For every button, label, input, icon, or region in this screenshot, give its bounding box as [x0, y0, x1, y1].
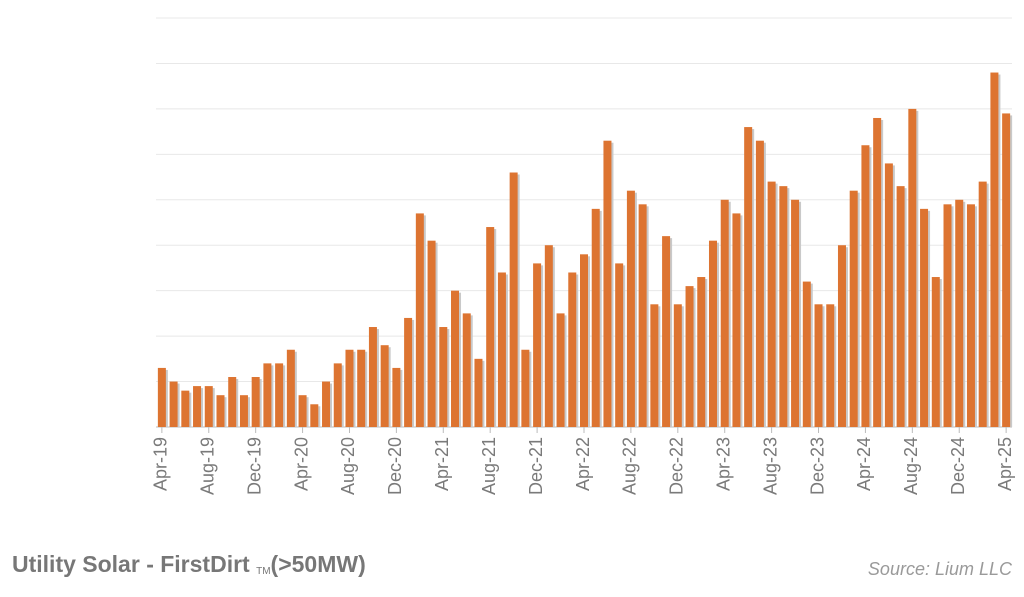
bar	[603, 140, 612, 427]
bar	[767, 181, 776, 427]
bar	[1002, 113, 1011, 427]
bar	[884, 163, 893, 427]
bar	[697, 277, 706, 427]
bar	[427, 240, 436, 427]
bar	[990, 72, 999, 428]
bar	[826, 304, 835, 427]
bar	[169, 381, 178, 427]
bar	[849, 190, 858, 427]
bar	[239, 395, 248, 427]
bar	[310, 404, 319, 427]
bar	[580, 254, 588, 427]
x-tick-label: Aug-23	[760, 437, 780, 495]
bar	[568, 272, 577, 427]
x-tick-label: Apr-23	[713, 437, 733, 491]
bar	[744, 127, 753, 428]
x-tick-label: Apr-22	[573, 437, 593, 491]
bar	[228, 377, 237, 427]
bar	[544, 245, 553, 427]
x-tick-label: Dec-20	[385, 437, 405, 495]
bar	[275, 363, 284, 427]
bar	[462, 313, 471, 427]
x-tick-label: Dec-21	[526, 437, 546, 495]
bar	[978, 181, 987, 427]
bar	[650, 304, 659, 427]
x-tick-label: Aug-24	[901, 437, 921, 495]
bar	[896, 186, 905, 427]
bar	[662, 236, 671, 427]
x-tick-label: Apr-24	[854, 437, 874, 491]
bar	[345, 349, 354, 427]
x-tick-label: Aug-20	[338, 437, 358, 495]
bar	[533, 263, 542, 427]
bar	[286, 349, 295, 427]
bar	[955, 199, 964, 427]
bar	[861, 145, 870, 427]
bar	[873, 117, 882, 427]
bar	[474, 358, 483, 427]
x-tick-label: Apr-21	[432, 437, 452, 491]
bar	[908, 108, 917, 427]
bar	[181, 390, 190, 427]
x-tick-label: Apr-20	[291, 437, 311, 491]
bar	[591, 208, 600, 427]
bar	[368, 327, 377, 427]
bar	[216, 395, 225, 427]
bar	[439, 327, 448, 427]
title-suffix: (>50MW)	[271, 551, 366, 577]
bar	[779, 186, 788, 427]
bar	[322, 381, 331, 427]
chart-title: Utility Solar - FirstDirt TM(>50MW)	[12, 551, 366, 577]
bar	[380, 345, 389, 427]
x-tick-label: Aug-21	[479, 437, 499, 495]
x-tick-label: Apr-19	[151, 437, 171, 491]
bar	[638, 204, 647, 427]
bar	[837, 245, 846, 427]
bar	[556, 313, 565, 427]
x-tick-label: Apr-25	[995, 437, 1015, 491]
bar	[298, 395, 307, 427]
bar	[497, 272, 506, 427]
bar	[920, 208, 929, 427]
bar	[157, 367, 166, 427]
source: Source: Lium LLC	[868, 559, 1013, 579]
bar	[708, 240, 717, 427]
bar	[732, 213, 741, 427]
bar	[791, 199, 800, 427]
bar	[626, 190, 635, 427]
title-main: Utility Solar - FirstDirt	[12, 551, 250, 577]
bar	[802, 281, 811, 427]
trademark: TM	[256, 566, 270, 577]
bar	[673, 304, 682, 427]
bar	[615, 263, 624, 427]
bar	[931, 277, 940, 427]
bar	[720, 199, 729, 427]
bar	[814, 304, 823, 427]
bar	[685, 286, 694, 427]
bar	[486, 227, 495, 427]
x-tick-label: Aug-22	[620, 437, 640, 495]
bar	[415, 213, 424, 427]
bar	[521, 349, 530, 427]
x-tick-label: Dec-24	[948, 437, 968, 495]
x-tick-label: Dec-23	[807, 437, 827, 495]
bar	[404, 317, 413, 427]
x-tick-label: Dec-19	[244, 437, 264, 495]
bar	[204, 386, 213, 427]
bar	[943, 204, 952, 427]
bar	[755, 140, 764, 427]
x-tick-label: Dec-22	[667, 437, 687, 495]
x-tick-label: Aug-19	[198, 437, 218, 495]
bar	[251, 377, 260, 427]
bar	[357, 349, 366, 427]
bar	[263, 363, 272, 427]
bar	[509, 172, 518, 427]
bar	[451, 290, 460, 427]
bar	[392, 367, 401, 427]
bar	[193, 386, 202, 427]
bar	[333, 363, 342, 427]
bar	[966, 204, 975, 427]
